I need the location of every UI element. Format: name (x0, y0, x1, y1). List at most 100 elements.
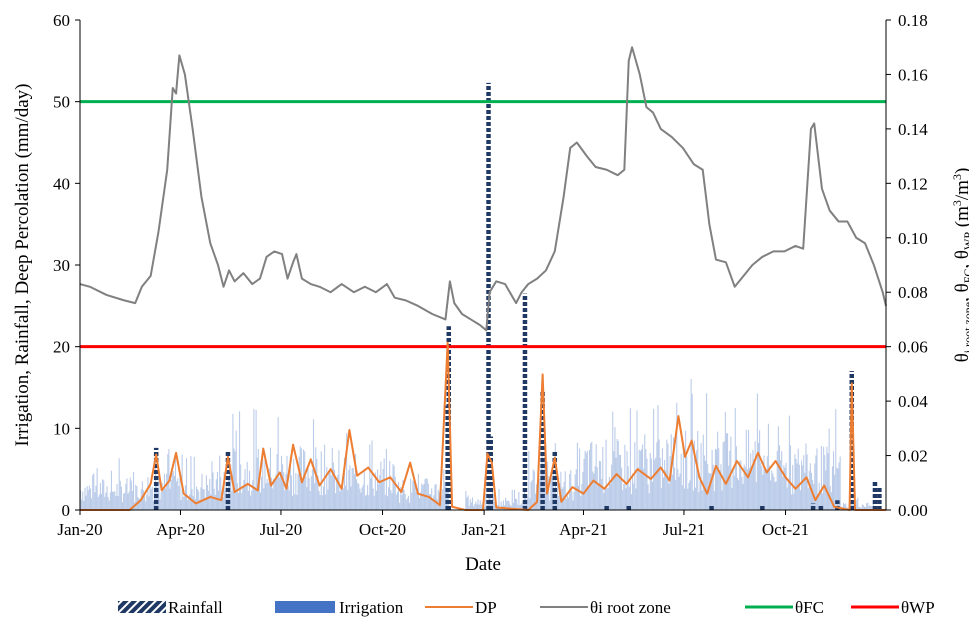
irrigation-bar (93, 473, 95, 510)
irrigation-bar (389, 461, 391, 510)
irrigation-bar (478, 504, 480, 510)
irrigation-bar (529, 498, 531, 510)
irrigation-bar (367, 485, 369, 510)
irrigation-bar (231, 491, 233, 510)
irrigation-bar (521, 504, 523, 510)
irrigation-bar (337, 474, 339, 510)
irrigation-bar (418, 498, 421, 510)
irrigation-bar (412, 480, 414, 510)
legend-rainfall-swatch (118, 601, 166, 613)
irrigation-bar (283, 472, 285, 510)
irrigation-bar (205, 475, 207, 510)
legend-label: Rainfall (168, 598, 223, 617)
irrigation-bar (319, 495, 321, 510)
irrigation-bar (104, 496, 106, 510)
irrigation-bar (479, 500, 481, 510)
irrigation-bar (576, 442, 578, 510)
irrigation-bar (572, 500, 574, 510)
irrigation-bar (343, 457, 345, 510)
irrigation-bar (592, 471, 594, 510)
irrigation-bar (424, 479, 426, 510)
irrigation-bar (201, 473, 203, 510)
irrigation-bar (362, 484, 364, 510)
irrigation-bar (160, 492, 162, 510)
irrigation-bar (332, 462, 334, 510)
irrigation-bar (227, 476, 230, 510)
irrigation-bar (636, 410, 638, 510)
irrigation-bar (613, 451, 615, 510)
x-tick-label: Jul-20 (260, 520, 303, 539)
irrigation-bar (856, 499, 858, 510)
irrigation-bar (435, 484, 437, 510)
irrigation-bar (539, 479, 541, 510)
irrigation-bar (383, 458, 385, 510)
irrigation-bar (380, 461, 382, 510)
irrigation-bar (565, 498, 567, 510)
irrigation-bar (411, 492, 413, 510)
irrigation-bar (374, 472, 376, 510)
irrigation-bar (627, 466, 629, 510)
irrigation-bar (739, 461, 741, 510)
irrigation-bar (272, 488, 274, 510)
irrigation-bar (247, 490, 249, 510)
irrigation-bar (138, 498, 140, 510)
irrigation-bar (386, 496, 389, 510)
irrigation-bar (590, 443, 592, 510)
legend-label: DP (475, 598, 497, 617)
irrigation-bar (601, 478, 603, 510)
irrigation-bar (441, 495, 443, 510)
irrigation-bar (833, 451, 835, 510)
irrigation-bar (109, 492, 111, 510)
irrigation-bar (523, 489, 525, 510)
irrigation-bar (487, 499, 489, 510)
irrigation-bar (647, 484, 649, 510)
x-tick-label: Jan-20 (57, 520, 102, 539)
irrigation-bar (625, 488, 627, 510)
irrigation-bar (241, 493, 243, 510)
y-right-title-part: (m (952, 206, 969, 232)
irrigation-bar (727, 433, 729, 510)
irrigation-bar (244, 469, 246, 510)
irrigation-bar (664, 460, 666, 510)
irrigation-bar (760, 462, 762, 510)
irrigation-bar (296, 494, 298, 510)
irrigation-bar (268, 468, 270, 510)
irrigation-bar (863, 506, 866, 510)
irrigation-bar (477, 499, 479, 510)
irrigation-bar (425, 478, 427, 510)
irrigation-bar (828, 428, 830, 510)
irrigation-bar (773, 476, 775, 510)
irrigation-bar (88, 485, 90, 510)
irrigation-bar (301, 480, 304, 510)
irrigation-bar (99, 483, 101, 510)
irrigation-bar (204, 497, 206, 510)
irrigation-bar (108, 500, 110, 510)
irrigation-bar (103, 480, 105, 510)
irrigation-bar (668, 483, 670, 510)
irrigation-bar (743, 464, 745, 510)
legend-irrigation-swatch (275, 601, 335, 613)
irrigation-bar (242, 487, 244, 510)
irrigation-bar (265, 483, 267, 510)
irrigation-bar (174, 457, 177, 510)
irrigation-bar (520, 503, 522, 510)
irrigation-bar (615, 457, 617, 510)
irrigation-bar (466, 497, 468, 510)
x-tick-label: Oct-20 (359, 520, 406, 539)
irrigation-bar (723, 441, 725, 510)
irrigation-bar (533, 471, 535, 510)
irrigation-bar (232, 413, 234, 510)
y-right-title-part: , θ (952, 250, 969, 269)
irrigation-bar (277, 417, 279, 510)
irrigation-bar (139, 500, 141, 510)
irrigation-bar (494, 501, 496, 510)
irrigation-bar (508, 500, 510, 510)
irrigation-bar (382, 468, 384, 510)
irrigation-bar (341, 484, 343, 510)
irrigation-bar (475, 501, 477, 510)
irrigation-bar (251, 490, 253, 510)
irrigation-bar (710, 473, 712, 510)
irrigation-bar (238, 411, 241, 510)
irrigation-bar (641, 444, 644, 510)
irrigation-bar (250, 495, 252, 510)
